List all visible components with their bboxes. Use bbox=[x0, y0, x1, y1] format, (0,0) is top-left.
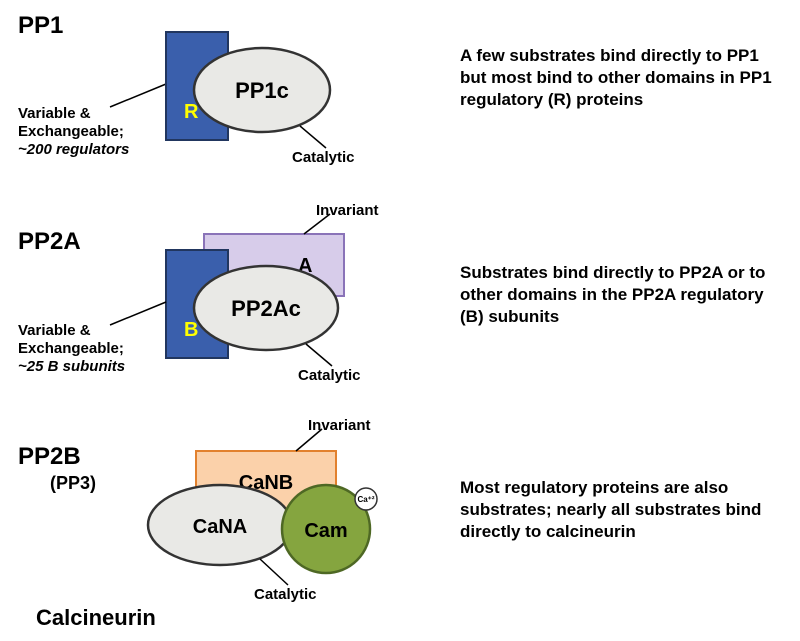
pp1-row: PP1 R PP1c Catalytic Variable & Exchange… bbox=[0, 0, 800, 200]
pp2a-ann2: Exchangeable; bbox=[18, 340, 124, 357]
pp2b-diagram: CaNB Invariant CaNA Cam Ca⁺² Catalytic bbox=[70, 415, 490, 635]
pp1-ann1: Variable & bbox=[18, 105, 91, 122]
svg-text:Catalytic: Catalytic bbox=[292, 149, 355, 166]
pp2a-ann1: Variable & bbox=[18, 322, 91, 339]
pp2a-row: PP2A A Invariant B PP2Ac Catalytic Varia… bbox=[0, 200, 800, 415]
pp2a-diagram: A Invariant B PP2Ac Catalytic bbox=[70, 200, 470, 415]
svg-text:Ca⁺²: Ca⁺² bbox=[357, 495, 374, 504]
svg-text:Invariant: Invariant bbox=[308, 417, 371, 434]
pp1-ann2: Exchangeable; bbox=[18, 123, 124, 140]
svg-text:Cam: Cam bbox=[304, 520, 347, 542]
pp1-left-annotation: Variable & Exchangeable; ~200 regulators bbox=[18, 105, 129, 159]
pp1-diagram: R PP1c Catalytic bbox=[70, 0, 470, 200]
pp2a-desc: Substrates bind directly to PP2A or to o… bbox=[460, 262, 780, 328]
svg-text:PP1c: PP1c bbox=[235, 78, 289, 103]
pp2b-desc: Most regulatory proteins are also substr… bbox=[460, 477, 780, 543]
pp2b-row: PP2B (PP3) CaNB Invariant CaNA Cam Ca⁺² … bbox=[0, 415, 800, 641]
svg-text:Invariant: Invariant bbox=[316, 202, 379, 219]
svg-text:B: B bbox=[184, 319, 198, 341]
pp1-desc: A few substrates bind directly to PP1 bu… bbox=[460, 45, 780, 111]
pp2a-ann3: ~25 B subunits bbox=[18, 358, 125, 375]
svg-text:CaNA: CaNA bbox=[193, 516, 247, 538]
pp1-title: PP1 bbox=[18, 12, 63, 40]
svg-text:Catalytic: Catalytic bbox=[254, 586, 317, 603]
pp2b-bottom-label: Calcineurin bbox=[36, 605, 156, 631]
pp1-ann3: ~200 regulators bbox=[18, 141, 129, 158]
svg-text:Catalytic: Catalytic bbox=[298, 367, 361, 384]
svg-text:PP2Ac: PP2Ac bbox=[231, 296, 301, 321]
pp2a-left-annotation: Variable & Exchangeable; ~25 B subunits bbox=[18, 322, 125, 376]
